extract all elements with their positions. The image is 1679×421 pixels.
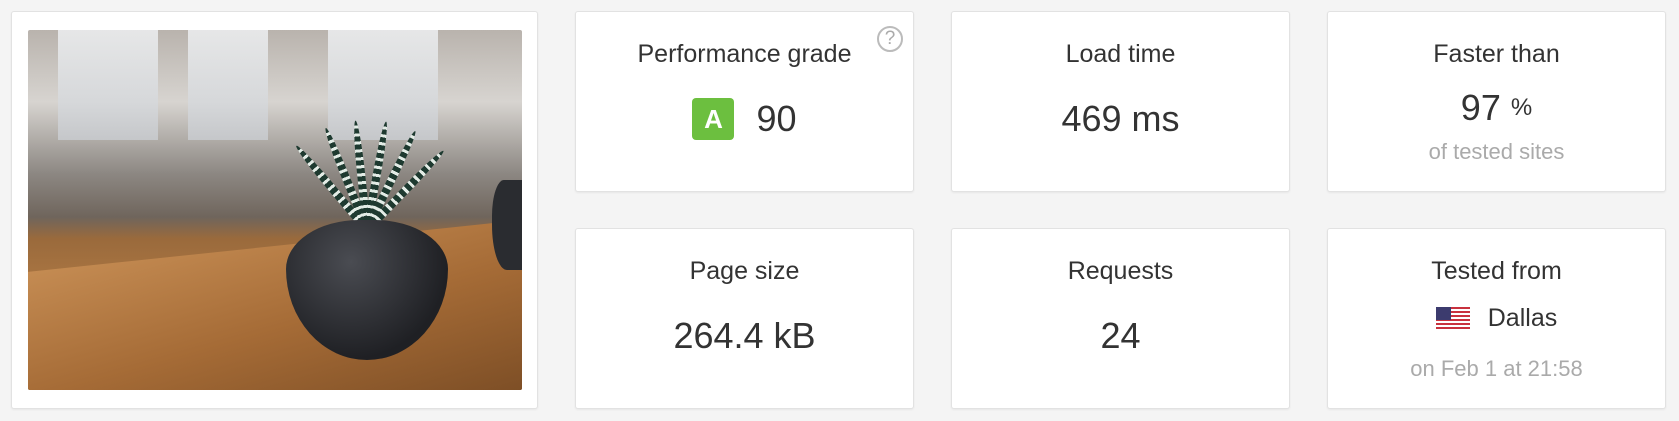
percent-unit: % [1510, 94, 1533, 121]
page-size-card: Page size 264.4 kB [575, 228, 914, 409]
tested-from-card: Tested from Dallas on Feb 1 at 21:58 [1327, 228, 1666, 409]
grade-badge: A [692, 98, 735, 140]
requests-card: Requests 24 [951, 228, 1290, 409]
requests-value: 24 [1100, 315, 1141, 356]
us-flag-icon [1435, 306, 1470, 331]
faster-than-card: Faster than 97 % of tested sites [1327, 11, 1666, 192]
page-size-value: 264.4 kB [673, 315, 816, 356]
performance-grade-card: Performance grade ? A 90 [575, 11, 914, 192]
help-icon[interactable]: ? [877, 26, 903, 52]
page-size-title: Page size [689, 257, 800, 285]
page-screenshot-image [28, 30, 522, 390]
faster-than-value: 97 [1460, 87, 1501, 128]
test-location: Dallas [1487, 304, 1558, 332]
screenshot-card [11, 11, 538, 409]
performance-grade-title: Performance grade [637, 40, 852, 68]
load-time-value: 469 ms [1061, 98, 1180, 139]
performance-score: 90 [756, 98, 797, 139]
tested-from-title: Tested from [1431, 257, 1562, 285]
load-time-card: Load time 469 ms [951, 11, 1290, 192]
test-date: on Feb 1 at 21:58 [1410, 356, 1583, 381]
faster-than-subtitle: of tested sites [1428, 139, 1565, 164]
requests-title: Requests [1067, 257, 1174, 285]
load-time-title: Load time [1065, 40, 1176, 68]
faster-than-title: Faster than [1433, 40, 1560, 68]
